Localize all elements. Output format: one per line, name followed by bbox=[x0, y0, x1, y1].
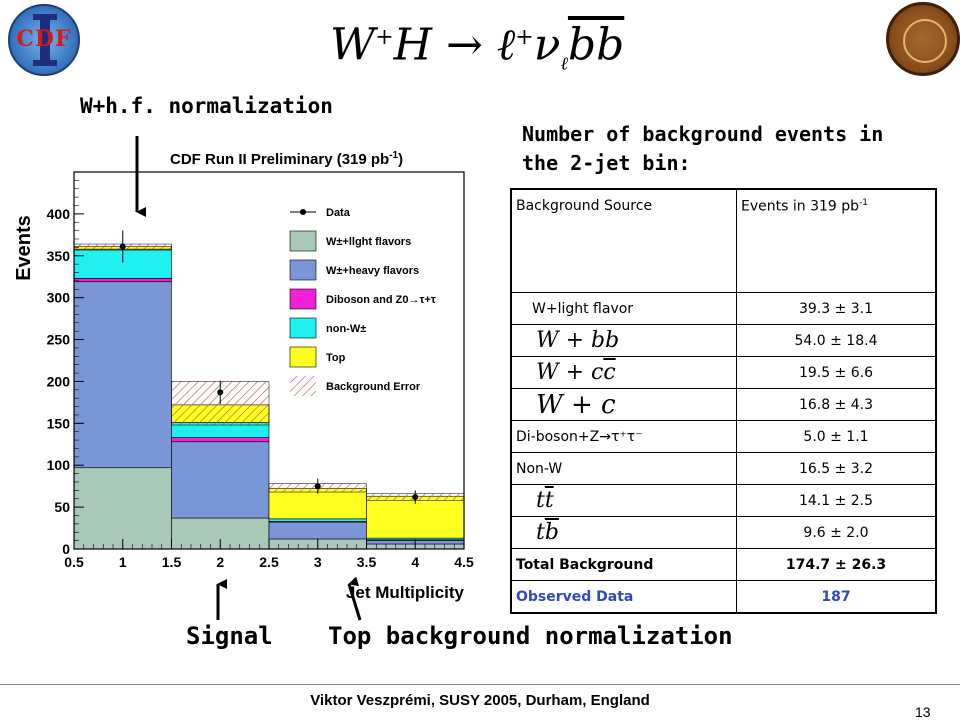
legend-label: W±+heavy flavors bbox=[326, 265, 419, 277]
table-row-total: Total Background 174.7 ± 26.3 bbox=[510, 548, 937, 581]
page-number: 13 bbox=[915, 704, 931, 720]
cdf-logo: CDF bbox=[8, 4, 80, 76]
legend-label: Background Error bbox=[326, 381, 421, 393]
table-row: tb 9.6 ± 2.0 bbox=[510, 516, 937, 549]
y-tick-label: 250 bbox=[47, 332, 71, 348]
table-row: Non-W 16.5 ± 3.2 bbox=[510, 452, 937, 485]
y-tick-label: 100 bbox=[47, 457, 71, 473]
legend-label: non-W± bbox=[326, 323, 366, 335]
data-point bbox=[217, 389, 224, 396]
x-tick-label: 4 bbox=[411, 554, 419, 570]
annotation-signal: Signal bbox=[186, 622, 273, 650]
y-tick-label: 50 bbox=[54, 499, 70, 515]
legend-swatch bbox=[289, 288, 317, 310]
legend-label: Diboson and Z0→τ+τ bbox=[326, 294, 436, 306]
arrow-top bbox=[347, 576, 362, 621]
x-tick-label: 2.5 bbox=[259, 554, 279, 570]
table-row-observed: Observed Data 187 bbox=[510, 580, 937, 614]
annotation-whf: W+h.f. normalization bbox=[80, 94, 333, 118]
legend-label: Top bbox=[326, 352, 346, 364]
table-row: W + cc 19.5 ± 6.6 bbox=[510, 356, 937, 389]
bar-segment bbox=[73, 467, 172, 550]
slide-title-formula: W+H → ℓ+νℓbb bbox=[330, 19, 625, 75]
table-heading: Number of background events in the 2-jet… bbox=[522, 122, 884, 175]
legend-label: W±+llght flavors bbox=[326, 236, 411, 248]
background-table: Background Source Events in 319 pb-1 W+l… bbox=[510, 188, 937, 614]
x-tick-label: 2 bbox=[216, 554, 224, 570]
legend-swatch bbox=[289, 230, 317, 252]
data-point bbox=[314, 483, 321, 490]
x-tick-label: 1.5 bbox=[162, 554, 182, 570]
y-tick-label: 350 bbox=[47, 248, 71, 264]
footer-divider bbox=[0, 684, 960, 685]
y-axis-label: Events bbox=[13, 215, 35, 281]
legend-swatch bbox=[290, 376, 316, 396]
table-header-row: Background Source Events in 319 pb-1 bbox=[510, 188, 937, 293]
legend-swatch bbox=[289, 346, 317, 368]
x-tick-label: 0.5 bbox=[64, 554, 84, 570]
y-tick-label: 0 bbox=[62, 541, 70, 557]
table-row: W+light flavor 39.3 ± 3.1 bbox=[510, 292, 937, 325]
table-row: W + c 16.8 ± 4.3 bbox=[510, 388, 937, 421]
header-events: Events in 319 pb-1 bbox=[736, 188, 937, 293]
legend-label: Data bbox=[326, 207, 351, 219]
y-tick-label: 400 bbox=[47, 206, 71, 222]
legend-swatch bbox=[289, 259, 317, 281]
table-row: W + bb 54.0 ± 18.4 bbox=[510, 324, 937, 357]
x-axis-label: Jet Multiplicity bbox=[346, 583, 465, 602]
x-tick-label: 3.5 bbox=[357, 554, 377, 570]
footer-text: Viktor Veszprémi, SUSY 2005, Durham, Eng… bbox=[310, 692, 650, 709]
bar-segment bbox=[171, 441, 270, 519]
bar-segment bbox=[268, 521, 367, 540]
data-point bbox=[119, 243, 126, 250]
table-row: tt 14.1 ± 2.5 bbox=[510, 484, 937, 517]
bar-segment bbox=[268, 518, 367, 522]
bar-segment bbox=[73, 281, 172, 469]
header-source: Background Source bbox=[510, 188, 737, 293]
x-tick-label: 1 bbox=[119, 554, 127, 570]
y-tick-label: 300 bbox=[47, 290, 71, 306]
x-tick-label: 3 bbox=[314, 554, 322, 570]
bar-segment bbox=[171, 437, 270, 443]
annotation-top-normalization: Top background normalization bbox=[328, 622, 733, 650]
x-tick-label: 4.5 bbox=[454, 554, 474, 570]
jet-multiplicity-chart: 0.5 1 1.5 2 2.5 3 3.5 4 4.5 0 50 100 150 200 250 300 350… bbox=[13, 150, 474, 602]
university-seal-logo bbox=[886, 2, 960, 76]
y-tick-label: 150 bbox=[47, 415, 71, 431]
legend-swatch bbox=[289, 317, 317, 339]
data-point bbox=[412, 494, 419, 501]
bar-segment bbox=[73, 278, 172, 283]
legend-marker bbox=[300, 209, 306, 215]
table-row: Di-boson+Z→τ⁺τ⁻ 5.0 ± 1.1 bbox=[510, 420, 937, 453]
chart-title: CDF Run II Preliminary (319 pb-1) bbox=[170, 150, 403, 168]
y-tick-label: 200 bbox=[47, 373, 71, 389]
